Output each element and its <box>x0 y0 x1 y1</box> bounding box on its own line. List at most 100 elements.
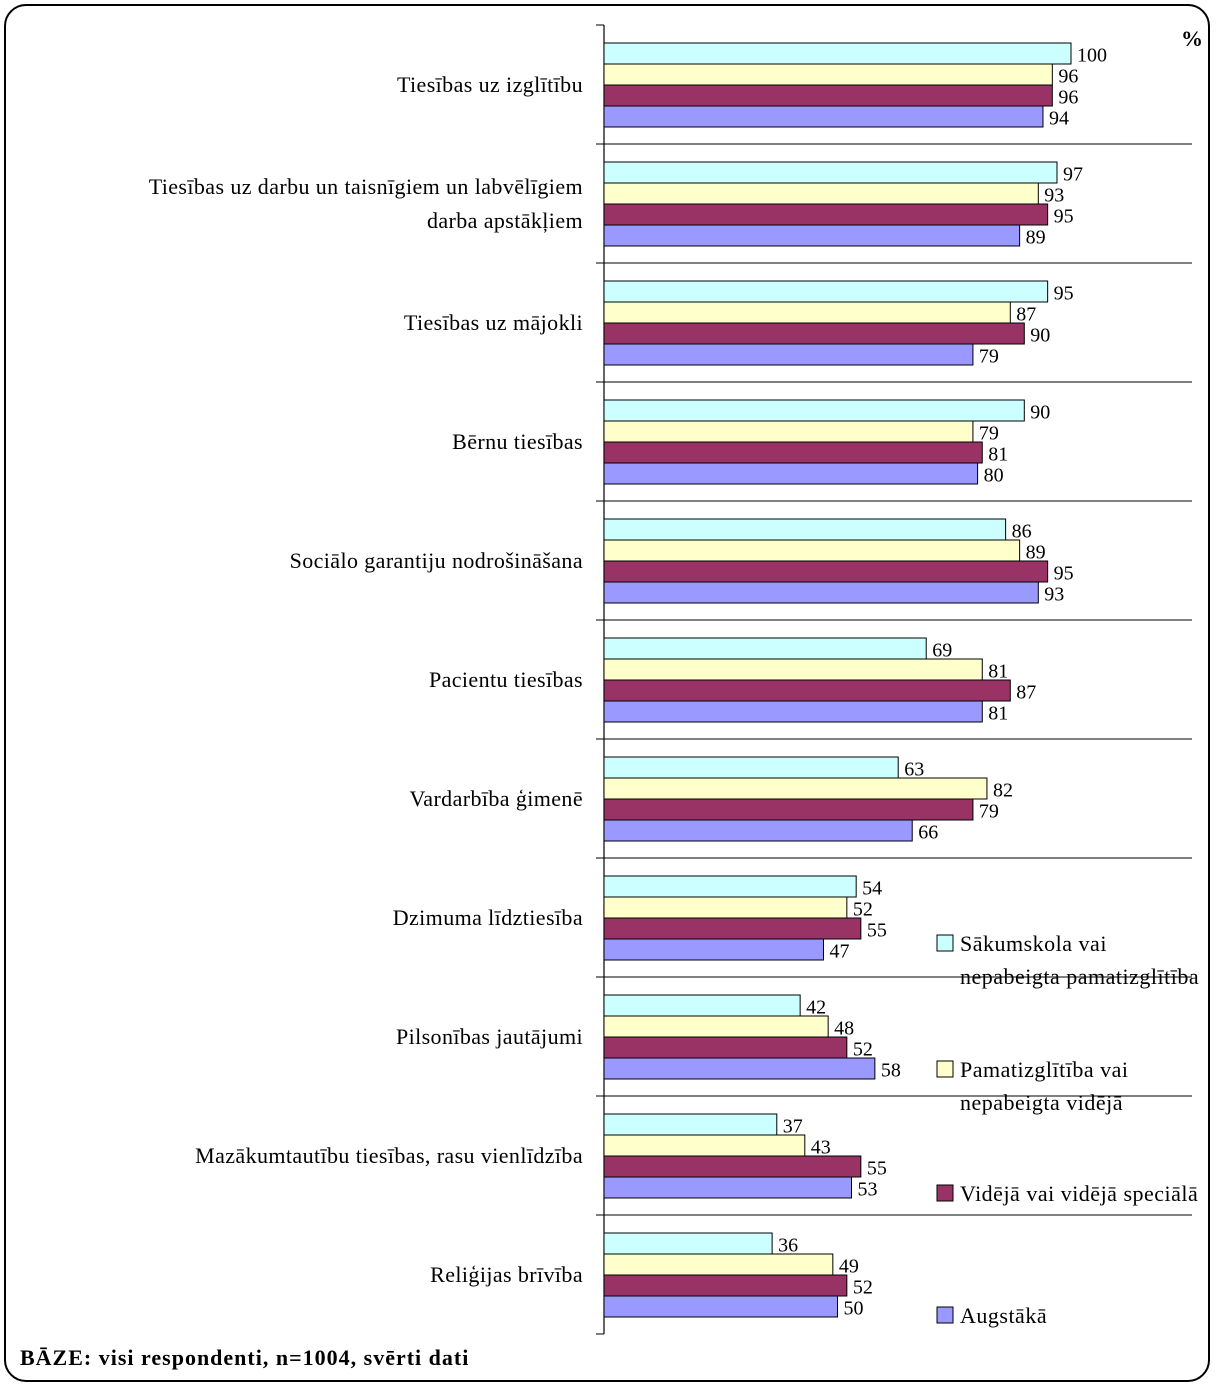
data-label: 52 <box>853 1039 873 1061</box>
data-label: 37 <box>783 1116 803 1138</box>
bar <box>603 63 1053 86</box>
data-label: 47 <box>829 941 849 963</box>
data-label: 52 <box>853 1277 873 1299</box>
data-label: 81 <box>988 703 1008 725</box>
data-label: 49 <box>839 1256 859 1278</box>
bar <box>603 84 1053 107</box>
data-label: 79 <box>979 346 999 368</box>
data-label: 96 <box>1058 87 1078 109</box>
bar <box>603 798 974 821</box>
legend-swatch <box>936 934 954 952</box>
legend-swatch <box>936 1184 954 1202</box>
category-label: Sociālo garantiju nodrošināšana <box>290 548 583 573</box>
bar <box>603 1113 778 1136</box>
data-label: 42 <box>806 997 826 1019</box>
bar <box>603 518 1007 541</box>
category-label: Tiesības uz darbu un taisnīgiem un labvē… <box>149 174 583 199</box>
data-label: 55 <box>867 1158 887 1180</box>
data-label: 90 <box>1030 325 1050 347</box>
data-label: 79 <box>979 423 999 445</box>
bar <box>603 756 899 779</box>
data-label: 58 <box>881 1060 901 1082</box>
data-label: 95 <box>1054 206 1074 228</box>
bar <box>603 560 1049 583</box>
bar <box>603 1057 876 1080</box>
data-label: 55 <box>867 920 887 942</box>
bar <box>603 462 979 485</box>
data-label: 86 <box>1012 521 1032 543</box>
bar <box>603 1274 848 1297</box>
category-label: darba apstākļiem <box>427 208 583 233</box>
bar <box>603 679 1011 702</box>
data-label: 87 <box>1016 304 1036 326</box>
bar <box>603 322 1025 345</box>
category-label: Pilsonības jautājumi <box>396 1024 583 1049</box>
bar <box>603 819 913 842</box>
data-label: 89 <box>1026 542 1046 564</box>
bar <box>603 1155 862 1178</box>
data-label: 94 <box>1049 108 1069 130</box>
legend-label: Vidējā vai vidējā speciālā <box>960 1181 1198 1206</box>
data-label: 53 <box>858 1179 878 1201</box>
data-label: 63 <box>904 759 924 781</box>
bar <box>603 420 974 443</box>
bar <box>603 280 1049 303</box>
base-note: BĀZE: visi respondenti, n=1004, svērti d… <box>20 1345 470 1370</box>
bar <box>603 1295 838 1318</box>
bar <box>603 994 801 1017</box>
bar <box>603 777 988 800</box>
data-label: 93 <box>1044 584 1064 606</box>
legend-label: nepabeigta pamatizglītība <box>960 964 1199 989</box>
bar <box>603 917 862 940</box>
data-label: 82 <box>993 780 1013 802</box>
bar <box>603 399 1025 422</box>
bar <box>603 1134 806 1157</box>
legend-label: Pamatizglītība vai <box>960 1057 1128 1082</box>
bar <box>603 1253 834 1276</box>
data-label: 36 <box>778 1235 798 1257</box>
data-label: 81 <box>988 444 1008 466</box>
data-label: 52 <box>853 899 873 921</box>
bar <box>603 700 983 723</box>
data-label: 81 <box>988 661 1008 683</box>
data-label: 79 <box>979 801 999 823</box>
data-label: 69 <box>932 640 952 662</box>
category-label: Reliģijas brīvība <box>430 1262 583 1287</box>
category-label: Bērnu tiesības <box>452 429 583 454</box>
bar <box>603 182 1039 205</box>
category-label: Vardarbība ģimenē <box>409 786 583 811</box>
data-label: 95 <box>1054 563 1074 585</box>
bar <box>603 42 1072 65</box>
chart-frame <box>4 4 1210 1382</box>
data-label: 43 <box>811 1137 831 1159</box>
data-label: 54 <box>862 878 882 900</box>
bar <box>603 637 927 660</box>
data-label: 89 <box>1026 227 1046 249</box>
legend-label: nepabeigta vidējā <box>960 1090 1123 1115</box>
bar <box>603 896 848 919</box>
bar <box>603 1015 829 1038</box>
bar <box>603 875 857 898</box>
bar <box>603 301 1011 324</box>
bar <box>603 105 1044 128</box>
category-label: Dzimuma līdztiesība <box>393 905 583 930</box>
category-label: Mazākumtautību tiesības, rasu vienlīdzīb… <box>195 1143 583 1168</box>
category-label: Tiesības uz izglītību <box>397 72 583 97</box>
bar <box>603 441 983 464</box>
legend-swatch <box>936 1306 954 1324</box>
bar <box>603 938 824 961</box>
legend-label: Sākumskola vai <box>960 931 1107 956</box>
data-label: 96 <box>1058 66 1078 88</box>
data-label: 97 <box>1063 164 1083 186</box>
bar <box>603 343 974 366</box>
bar <box>603 1232 773 1255</box>
bar <box>603 1036 848 1059</box>
data-label: 90 <box>1030 402 1050 424</box>
category-label: Pacientu tiesības <box>429 667 583 692</box>
bar <box>603 539 1021 562</box>
bar <box>603 658 983 681</box>
unit-label: % <box>1181 26 1203 51</box>
data-label: 80 <box>984 465 1004 487</box>
category-label: Tiesības uz mājokli <box>404 310 583 335</box>
